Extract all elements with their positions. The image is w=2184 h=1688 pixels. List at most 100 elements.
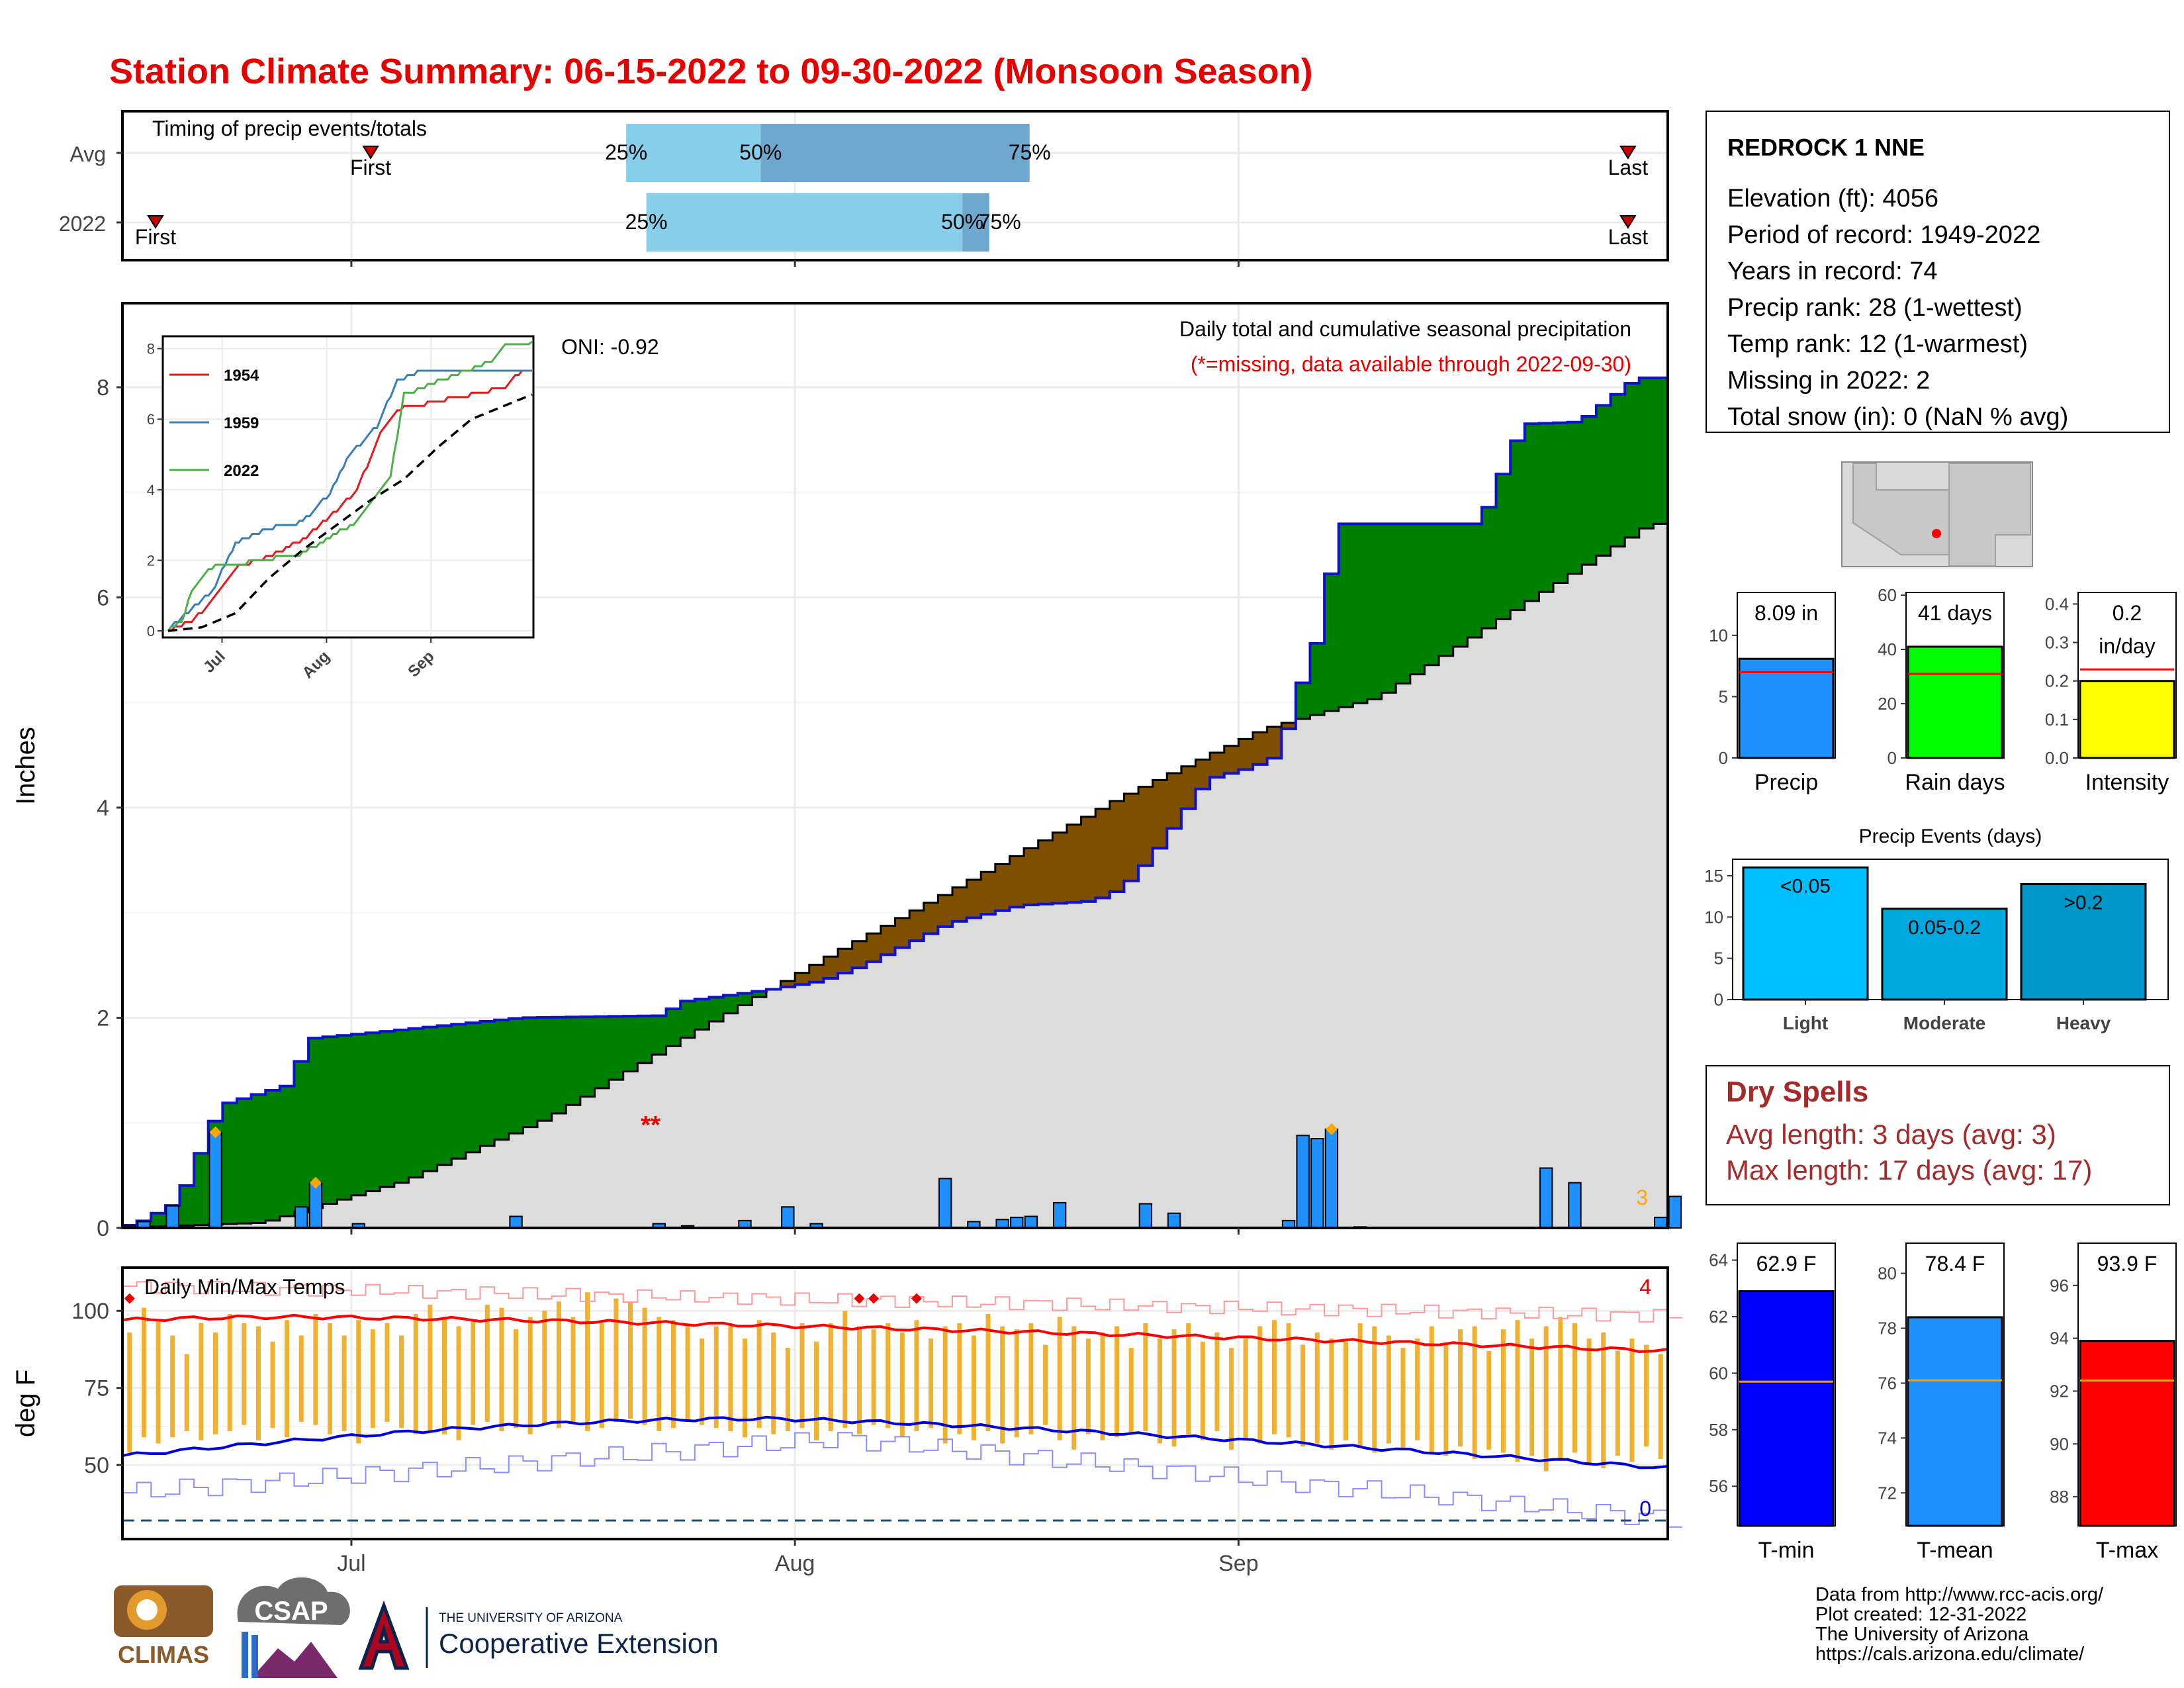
temp-daily-bar <box>785 1348 790 1431</box>
daily-precip-bar <box>1310 1138 1324 1229</box>
record-high-marker <box>124 1293 135 1304</box>
temp-daily-bar <box>1486 1350 1492 1450</box>
mini-bar-summary-raindays <box>1907 645 2003 759</box>
mini-ytick-label: 0 <box>1719 748 1728 768</box>
above-average-fill <box>380 1031 395 1188</box>
mini-chart-summary-intensity: 0.2 in/day 0.0 0.1 0.2 0.3 0.4 Intensity <box>2045 592 2177 795</box>
temp-daily-bar <box>828 1323 833 1431</box>
above-average-fill <box>1496 473 1511 620</box>
above-average-fill <box>1295 682 1311 720</box>
mini-ytick-label: 92 <box>2050 1381 2069 1401</box>
below-average-fill <box>1109 801 1125 892</box>
mini-value-label: 0.2 <box>2113 601 2142 625</box>
average-cumulative-area <box>122 524 1668 1228</box>
inset-gridlines <box>164 338 532 636</box>
temp-daily-bar <box>771 1332 776 1434</box>
daily-precip-bar <box>509 1215 523 1229</box>
below-average-fill <box>852 941 867 968</box>
above-average-fill <box>1582 416 1597 565</box>
below-average-fill <box>795 972 810 985</box>
temp-daily-bar <box>341 1335 347 1431</box>
daily-precip-bar <box>781 1206 795 1229</box>
mini-chart-summary-precip: 8.09 in 0 5 10 Precip <box>1709 592 1836 795</box>
temp-daily-bar <box>1500 1329 1506 1453</box>
climas-logo-text: CLIMAS <box>118 1641 209 1668</box>
mini-x-label: Rain days <box>1905 770 2005 795</box>
record-high-line <box>122 1281 1682 1323</box>
locator-map <box>1841 461 2033 567</box>
temp-daily-bar <box>1000 1326 1005 1444</box>
page-title: Station Climate Summary: 06-15-2022 to 0… <box>109 52 1313 91</box>
temp-daily-bar <box>1286 1323 1291 1438</box>
above-average-fill <box>408 1028 424 1178</box>
above-average-fill <box>1338 524 1353 708</box>
below-average-fill <box>966 879 981 918</box>
temp-daily-bar <box>1128 1348 1134 1434</box>
temp-daily-bar <box>456 1326 461 1440</box>
precip-ytick-label-3: 6 <box>97 586 109 611</box>
above-average-fill <box>1481 507 1497 629</box>
below-average-fill <box>823 957 839 978</box>
above-average-fill <box>1539 423 1554 592</box>
timing-first-marker-0 <box>362 146 379 160</box>
above-average-fill <box>737 993 752 1006</box>
timing-p75-label-1: 75% <box>979 210 1021 234</box>
precip-event-diamond <box>309 1176 322 1189</box>
climas-logo: CLIMAS <box>114 1585 213 1668</box>
temp-daily-bar <box>527 1317 533 1434</box>
map-state-outline <box>1852 463 2031 567</box>
station-period: Period of record: 1949-2022 <box>1727 221 2040 249</box>
footer-plot-created: Plot created: 12-31-2022 <box>1815 1604 2026 1625</box>
below-average-fill <box>1224 745 1239 774</box>
mini-chart-summary-tmin: 62.9 F 56 58 60 62 64 T-min <box>1709 1243 1836 1563</box>
above-average-fill <box>1596 405 1612 556</box>
precip-ytick-label-2: 4 <box>97 796 109 821</box>
below-average-fill <box>780 980 796 987</box>
mini-x-label: Intensity <box>2085 770 2169 795</box>
station-temp-rank: Temp rank: 12 (1-warmest) <box>1727 330 2028 358</box>
temp-daily-bar <box>428 1304 433 1431</box>
below-average-fill <box>1267 726 1282 759</box>
inset-ytick-label-1: 2 <box>147 552 155 569</box>
temp-xtick-label-0: Jul <box>337 1551 365 1576</box>
temp-daily-bar <box>1071 1326 1077 1450</box>
temp-daily-bar <box>1143 1323 1148 1431</box>
events-ytick-label: 0 <box>1714 990 1723 1009</box>
temp-daily-bar <box>585 1292 590 1431</box>
above-average-fill <box>480 1021 495 1147</box>
inset-legend-label-1954: 1954 <box>224 367 259 385</box>
temp-daily-bar <box>170 1335 175 1438</box>
above-average-fill <box>1410 524 1426 675</box>
below-average-fill <box>909 910 925 941</box>
above-average-fill <box>337 1035 352 1200</box>
mini-value-label: 62.9 F <box>1756 1252 1817 1276</box>
avg-max-temp-line <box>122 1313 1668 1353</box>
timing-last-marker-0 <box>1619 146 1637 160</box>
station-missing: Missing in 2022: 2 <box>1727 367 1930 395</box>
mini-chart-summary-tmax: 93.9 F 88 90 92 94 96 T-max <box>2050 1243 2177 1563</box>
above-average-fill <box>594 1016 610 1088</box>
mini-ytick-label: 80 <box>1878 1264 1897 1284</box>
above-average-fill <box>394 1029 410 1183</box>
temp-xtick-label-2: Sep <box>1218 1551 1259 1576</box>
below-average-fill <box>1152 780 1167 849</box>
below-average-fill <box>1181 766 1197 809</box>
inset-line-2022 <box>167 340 533 632</box>
record-high-marker <box>911 1293 922 1304</box>
temp-daily-bar <box>1243 1338 1248 1440</box>
timing-p50-label-1: 50% <box>941 210 983 234</box>
daily-precip-bar <box>1296 1135 1310 1229</box>
mini-bar-summary-tmax <box>2079 1340 2175 1527</box>
temp-daily-bar <box>1586 1338 1592 1466</box>
mini-ytick-label: 20 <box>1878 694 1897 714</box>
observed-cumulative-line <box>122 376 1668 1227</box>
precip-ytick-label-0: 0 <box>97 1216 109 1241</box>
mini-ytick-label: 90 <box>2050 1434 2069 1454</box>
mini-ytick-label: 56 <box>1709 1476 1728 1496</box>
temp-max-count: 4 <box>1639 1275 1651 1299</box>
daily-precip-bar <box>1568 1182 1582 1229</box>
temp-daily-bar <box>484 1304 490 1422</box>
temp-daily-bar <box>1157 1338 1162 1444</box>
